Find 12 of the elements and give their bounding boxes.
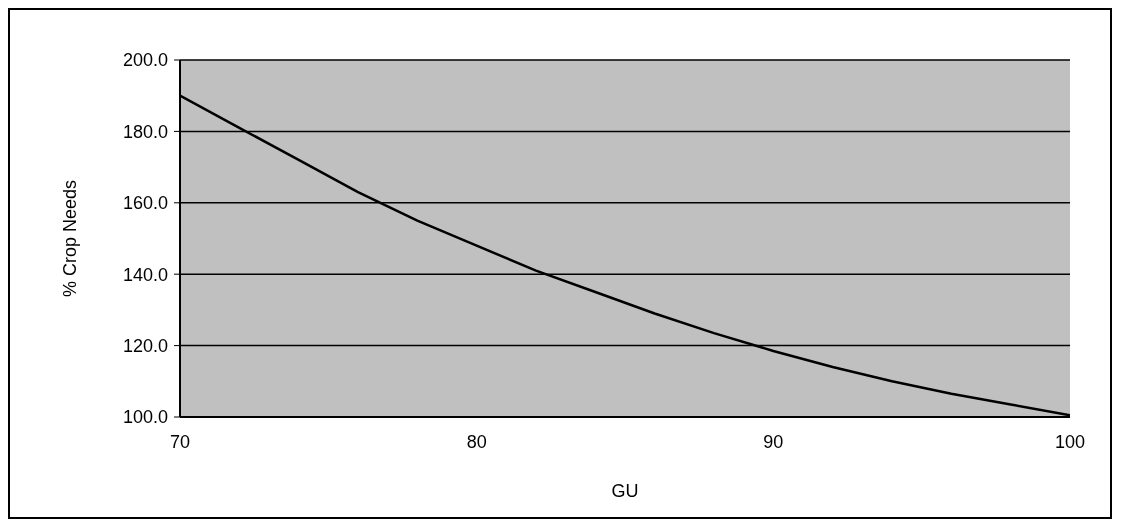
x-tick-label: 100 bbox=[1054, 431, 1086, 452]
y-tick-label: 200.0 bbox=[122, 50, 168, 71]
x-tick-label: 80 bbox=[466, 431, 487, 452]
y-tick-label: 140.0 bbox=[122, 264, 168, 285]
x-tick-label: 90 bbox=[763, 431, 784, 452]
y-tick-label: 160.0 bbox=[122, 193, 168, 214]
y-axis-title: % Crop Needs bbox=[60, 179, 81, 298]
y-tick-label: 180.0 bbox=[122, 121, 168, 142]
x-axis-title: GU bbox=[611, 481, 639, 501]
x-tick-label: 70 bbox=[169, 431, 191, 452]
y-tick-label: 100.0 bbox=[122, 407, 168, 428]
y-tick-label: 120.0 bbox=[122, 335, 168, 356]
